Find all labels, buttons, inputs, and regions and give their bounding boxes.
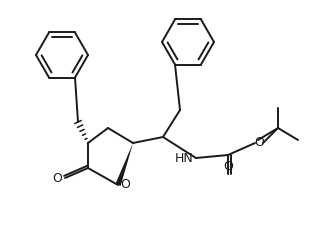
Text: HN: HN (174, 152, 193, 164)
Text: O: O (52, 172, 62, 184)
Text: O: O (120, 179, 130, 192)
Polygon shape (115, 143, 133, 186)
Text: O: O (254, 136, 264, 150)
Text: O: O (223, 161, 233, 173)
